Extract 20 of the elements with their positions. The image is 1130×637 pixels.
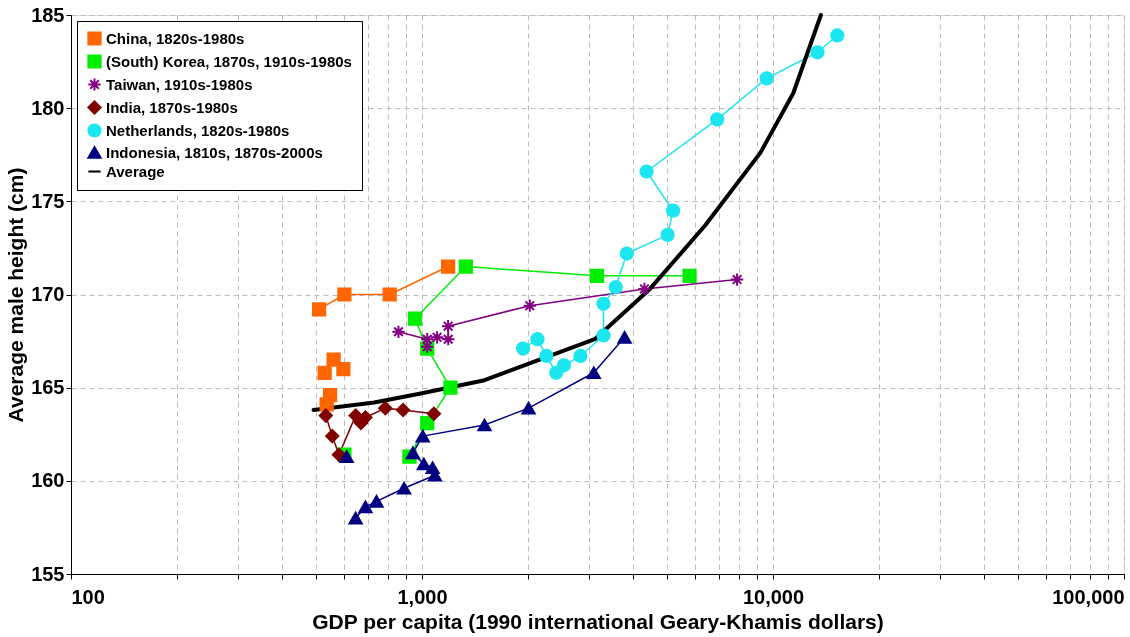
x-tick-label: 10,000 [742, 585, 805, 608]
x-tick-label: 100,000 [1052, 585, 1125, 608]
y-tick-label: 185 [31, 3, 65, 26]
legend-label: (South) Korea, 1870s, 1910s-1980s [106, 52, 352, 70]
y-tick-label: 180 [31, 96, 65, 119]
legend-label: Indonesia, 1810s, 1870s-2000s [106, 143, 323, 161]
legend-label: Taiwan, 1910s-1980s [106, 75, 253, 93]
legend-label: Netherlands, 1820s-1980s [106, 121, 290, 139]
x-tick-label: 1,000 [397, 585, 448, 608]
legend-label: India, 1870s-1980s [106, 98, 238, 116]
y-tick-label: 175 [31, 189, 65, 212]
y-tick-label: 165 [31, 376, 65, 399]
legend-label: Average [106, 162, 165, 180]
x-axis-title: GDP per capita (1990 international Geary-Khamis dollars) [312, 609, 884, 633]
y-tick-label: 155 [31, 562, 65, 585]
y-axis-title: Average male height (cm) [4, 167, 28, 423]
x-tick-label: 100 [71, 585, 105, 608]
y-tick-label: 170 [31, 283, 65, 305]
y-tick-label: 160 [31, 469, 65, 492]
legend-label: China, 1820s-1980s [106, 29, 245, 47]
